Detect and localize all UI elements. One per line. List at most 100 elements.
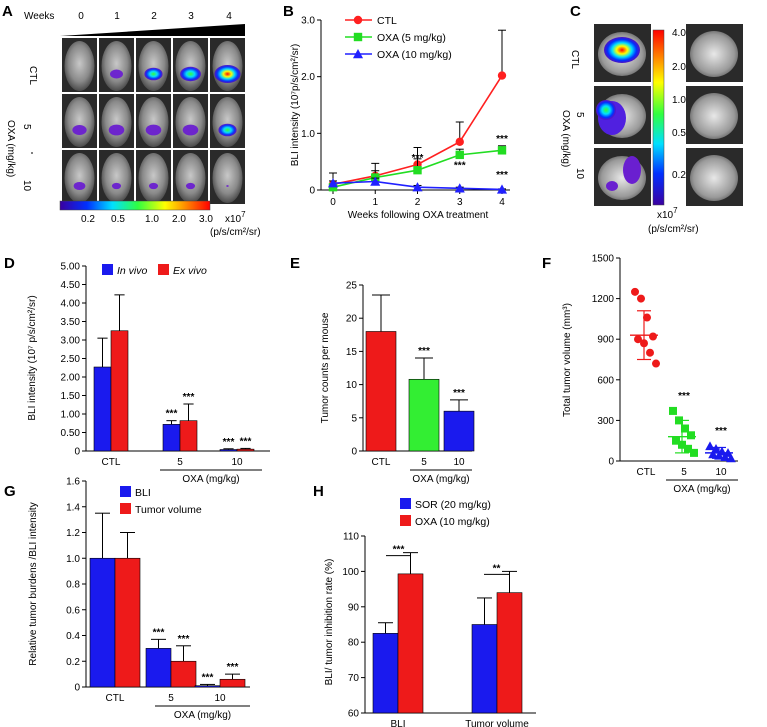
x-tick-label: 10 <box>715 467 727 478</box>
y-tick-label: 0 <box>74 447 80 458</box>
panel-label-b: B <box>283 3 294 20</box>
bar <box>110 330 129 452</box>
data-point <box>353 32 363 42</box>
y-tick-label: 4.50 <box>61 280 81 291</box>
bar <box>219 449 238 452</box>
y-tick-label: 4.00 <box>61 299 81 310</box>
chart-b: 0 1.0 2.0 3.0 BLI intensity (10⁷p/s/cm²/sr) 0… <box>290 15 510 221</box>
row-label-ctl: CTL <box>27 66 38 85</box>
data-point <box>370 176 381 186</box>
data-point <box>455 137 464 147</box>
mouse-silhouette <box>138 153 169 203</box>
data-point <box>643 313 651 322</box>
x-tick-label: 10 <box>453 457 465 468</box>
colorbar-tick: 2.0 <box>672 62 686 73</box>
colorbar-tick: 0.2 <box>81 214 95 225</box>
data-point <box>413 165 422 175</box>
y-tick-label: 2.50 <box>61 354 81 365</box>
y-tick-label: 1.00 <box>61 410 81 421</box>
panel-label-d: D <box>4 255 15 272</box>
y-tick-label: 1500 <box>592 254 615 265</box>
colorbar-tick: 0.2 <box>672 170 686 181</box>
colorbar-tick: 2.0 <box>172 214 186 225</box>
legend-label: OXA (10 mg/kg) <box>377 49 452 61</box>
liver-shape <box>690 31 738 77</box>
legend-swatch <box>120 486 131 497</box>
chart-d: 0 0.50 1.00 1.50 2.00 2.50 3.00 3.50 4.00 4.50 5.0… <box>27 262 270 485</box>
data-point <box>708 449 718 459</box>
legend-swatch <box>400 515 411 526</box>
bioluminescence-signal <box>226 185 229 187</box>
bar <box>194 685 221 688</box>
week-tick: 4 <box>226 11 232 22</box>
panel-label-e: E <box>290 255 300 272</box>
y-tick-label: 0.8 <box>66 580 80 591</box>
legend-swatch <box>120 503 131 514</box>
y-axis-title: Total tumor volume (mm³) <box>562 303 573 417</box>
y-tick-label: 0 <box>351 447 357 458</box>
mouse-silhouette <box>101 153 132 203</box>
x-tick-label: CTL <box>102 457 121 468</box>
significance-stars: *** <box>223 437 235 448</box>
significance-stars: *** <box>393 545 405 556</box>
y-tick-label: 70 <box>348 673 360 684</box>
y-tick-label: 0.4 <box>66 631 80 642</box>
data-point <box>455 150 464 160</box>
y-tick-label: 1.0 <box>66 554 80 565</box>
row-label-10: 10 <box>21 180 32 192</box>
y-tick-label: 5.00 <box>61 262 81 273</box>
data-point <box>634 335 642 344</box>
bar <box>408 378 440 452</box>
significance-stars: *** <box>227 662 239 673</box>
legend-label: Ex vivo <box>173 265 207 277</box>
x-tick-label: 4 <box>499 197 505 208</box>
significance-stars: ** <box>493 563 501 574</box>
panel-b: B 0 1.0 2.0 3.0 BLI intensity (10⁷p/s/cm²/sr… <box>283 3 510 221</box>
data-point <box>687 431 695 440</box>
liver-shape <box>690 93 738 139</box>
mouse-silhouette <box>138 41 169 91</box>
week-tick: 3 <box>188 11 194 22</box>
week-tick: 2 <box>151 11 157 22</box>
bioluminescence-signal <box>73 181 86 191</box>
legend-label: OXA (5 mg/kg) <box>377 32 446 44</box>
x-tick-label: BLI <box>390 719 405 727</box>
y-tick-label: 60 <box>348 709 360 720</box>
data-point <box>669 406 677 415</box>
significance-stars: *** <box>183 392 195 403</box>
y-tick-label: 1.4 <box>66 502 80 513</box>
mouse-silhouette <box>64 97 95 147</box>
mouse-silhouette <box>175 41 206 91</box>
y-tick-label: 600 <box>597 375 614 386</box>
colorbar-tick: 1.0 <box>145 214 159 225</box>
y-tick-label: 2.0 <box>301 72 315 83</box>
bioluminescence-signal <box>214 65 241 83</box>
data-point <box>353 15 363 25</box>
data-point <box>672 436 680 445</box>
x-tick-label: 5 <box>168 693 174 704</box>
bar <box>145 648 172 688</box>
row-label-ctl: CTL <box>569 50 580 69</box>
x-tick-label: 5 <box>177 457 183 468</box>
bioluminescence-signal <box>108 124 125 136</box>
data-point <box>726 453 736 463</box>
significance-stars: *** <box>496 170 508 181</box>
significance-stars: *** <box>166 409 178 420</box>
data-point <box>352 48 364 59</box>
bioluminescence-signal <box>623 156 641 184</box>
y-tick-label: 15 <box>346 347 358 358</box>
bar <box>114 557 141 688</box>
significance-stars: *** <box>412 153 424 164</box>
legend-swatch <box>102 264 113 275</box>
data-point <box>327 178 339 188</box>
y-tick-label: 110 <box>343 532 359 543</box>
bioluminescence-signal <box>148 182 159 190</box>
chart-e: 0 5 10 15 20 25 Tumor counts per mouse CTL *** 5 *… <box>320 281 475 485</box>
bar <box>397 573 424 714</box>
y-tick-label: 100 <box>342 567 359 578</box>
chart-f: 0 300 600 900 1200 1500 Total tumor volume (mm… <box>562 254 738 495</box>
data-point <box>454 183 465 193</box>
significance-stars: *** <box>678 391 690 402</box>
legend-label: In vivo <box>117 265 148 277</box>
